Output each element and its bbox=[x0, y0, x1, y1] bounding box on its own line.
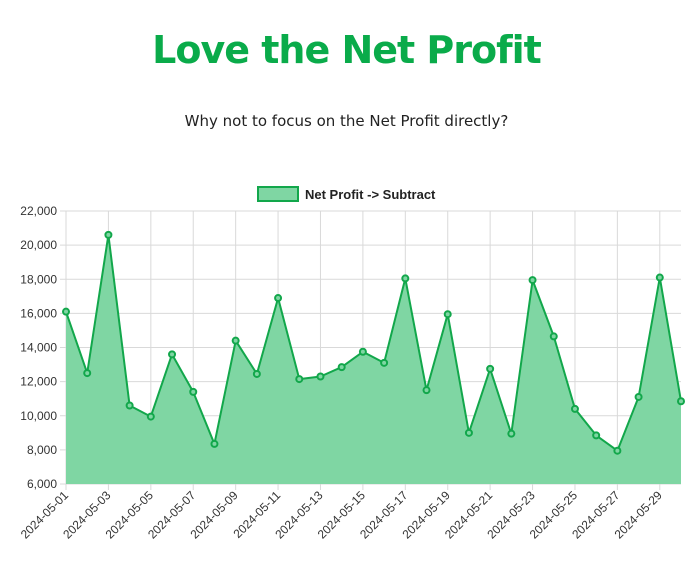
data-point[interactable] bbox=[380, 358, 389, 367]
data-point[interactable] bbox=[677, 397, 685, 406]
data-point[interactable] bbox=[507, 429, 516, 438]
legend-swatch bbox=[257, 186, 299, 202]
data-point[interactable] bbox=[401, 274, 410, 283]
data-point[interactable] bbox=[486, 364, 495, 373]
x-axis: 2024-05-012024-05-032024-05-052024-05-07… bbox=[18, 488, 665, 542]
data-point[interactable] bbox=[83, 369, 92, 378]
series-net-profit bbox=[62, 230, 685, 484]
data-point[interactable] bbox=[613, 446, 622, 455]
data-point[interactable] bbox=[104, 230, 113, 239]
y-tick-label: 18,000 bbox=[20, 272, 57, 286]
data-point[interactable] bbox=[464, 428, 473, 437]
data-point[interactable] bbox=[570, 404, 579, 413]
y-tick-label: 16,000 bbox=[20, 306, 57, 320]
y-tick-label: 14,000 bbox=[20, 341, 57, 355]
data-point[interactable] bbox=[189, 387, 198, 396]
data-point[interactable] bbox=[634, 392, 643, 401]
y-tick-label: 12,000 bbox=[20, 375, 57, 389]
data-point[interactable] bbox=[358, 347, 367, 356]
y-tick-label: 22,000 bbox=[20, 204, 57, 218]
data-point[interactable] bbox=[528, 276, 537, 285]
page-subtitle: Why not to focus on the Net Profit direc… bbox=[184, 112, 509, 130]
data-point[interactable] bbox=[210, 439, 219, 448]
data-point[interactable] bbox=[168, 350, 177, 359]
data-point[interactable] bbox=[592, 431, 601, 440]
data-point[interactable] bbox=[231, 336, 240, 345]
y-axis: 6,000 8,000 10,000 12,000 14,000 16,000 18,000… bbox=[20, 204, 57, 491]
page-title: Love the Net Profit bbox=[152, 28, 542, 72]
series-area bbox=[66, 234, 681, 484]
data-point[interactable] bbox=[549, 332, 558, 341]
data-point[interactable] bbox=[295, 375, 304, 384]
data-point[interactable] bbox=[252, 369, 261, 378]
data-point[interactable] bbox=[125, 401, 134, 410]
data-point[interactable] bbox=[146, 412, 155, 421]
data-point[interactable] bbox=[274, 294, 283, 303]
y-tick-label: 8,000 bbox=[27, 443, 57, 457]
y-tick-label: 20,000 bbox=[20, 238, 57, 252]
legend-label: Net Profit -> Subtract bbox=[305, 187, 436, 202]
series-line bbox=[65, 233, 682, 452]
y-tick-label: 10,000 bbox=[20, 409, 57, 423]
data-point[interactable] bbox=[62, 307, 70, 316]
y-tick-label: 6,000 bbox=[27, 477, 57, 491]
data-point[interactable] bbox=[655, 273, 664, 282]
data-point[interactable] bbox=[422, 386, 431, 395]
data-point[interactable] bbox=[337, 363, 346, 372]
legend[interactable]: Net Profit -> Subtract bbox=[257, 186, 436, 202]
data-point[interactable] bbox=[443, 310, 452, 319]
data-point[interactable] bbox=[316, 372, 325, 381]
